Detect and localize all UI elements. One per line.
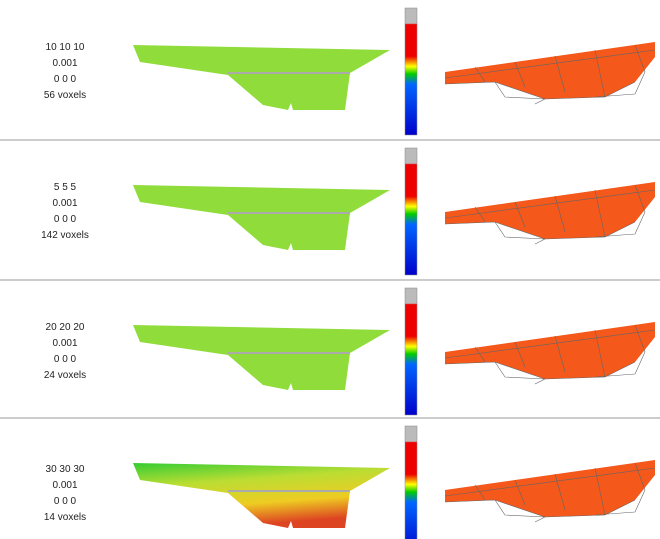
voxel-mesh [445, 182, 655, 244]
parameter-text: 10 10 10 [46, 42, 85, 53]
parameter-text: 0.001 [52, 338, 77, 349]
parameter-text: 5 5 5 [54, 182, 77, 193]
color-bar [405, 148, 417, 275]
parameter-text: 142 voxels [41, 230, 89, 241]
parameter-text: 0.001 [52, 198, 77, 209]
displacement-map [133, 463, 390, 528]
parameter-text: 0.001 [52, 480, 77, 491]
parameter-text: 0 0 0 [54, 354, 77, 365]
displacement-map [133, 45, 390, 110]
page: 10 10 10 0.001 0 0 0 56 voxels 5 5 5 0.001 0 0… [0, 0, 660, 539]
color-bar [405, 288, 417, 415]
parameter-text: 0 0 0 [54, 214, 77, 225]
voxel-mesh [445, 42, 655, 104]
parameter-text: 0.001 [52, 58, 77, 69]
parameter-text: 14 voxels [44, 512, 86, 523]
parameter-text: 56 voxels [44, 90, 86, 101]
parameter-text: 24 voxels [44, 370, 86, 381]
color-bar [405, 426, 417, 539]
displacement-map [133, 185, 390, 250]
voxel-mesh [445, 322, 655, 384]
parameter-text: 0 0 0 [54, 496, 77, 507]
parameter-text: 0 0 0 [54, 74, 77, 85]
displacement-map [133, 325, 390, 390]
voxel-mesh [445, 460, 655, 522]
figure: 10 10 10 0.001 0 0 0 56 voxels 5 5 5 0.001 0 0… [0, 0, 660, 539]
rows: 10 10 10 0.001 0 0 0 56 voxels 5 5 5 0.001 0 0… [0, 8, 660, 539]
color-bar [405, 8, 417, 135]
parameter-text: 30 30 30 [46, 464, 85, 475]
parameter-text: 20 20 20 [46, 322, 85, 333]
